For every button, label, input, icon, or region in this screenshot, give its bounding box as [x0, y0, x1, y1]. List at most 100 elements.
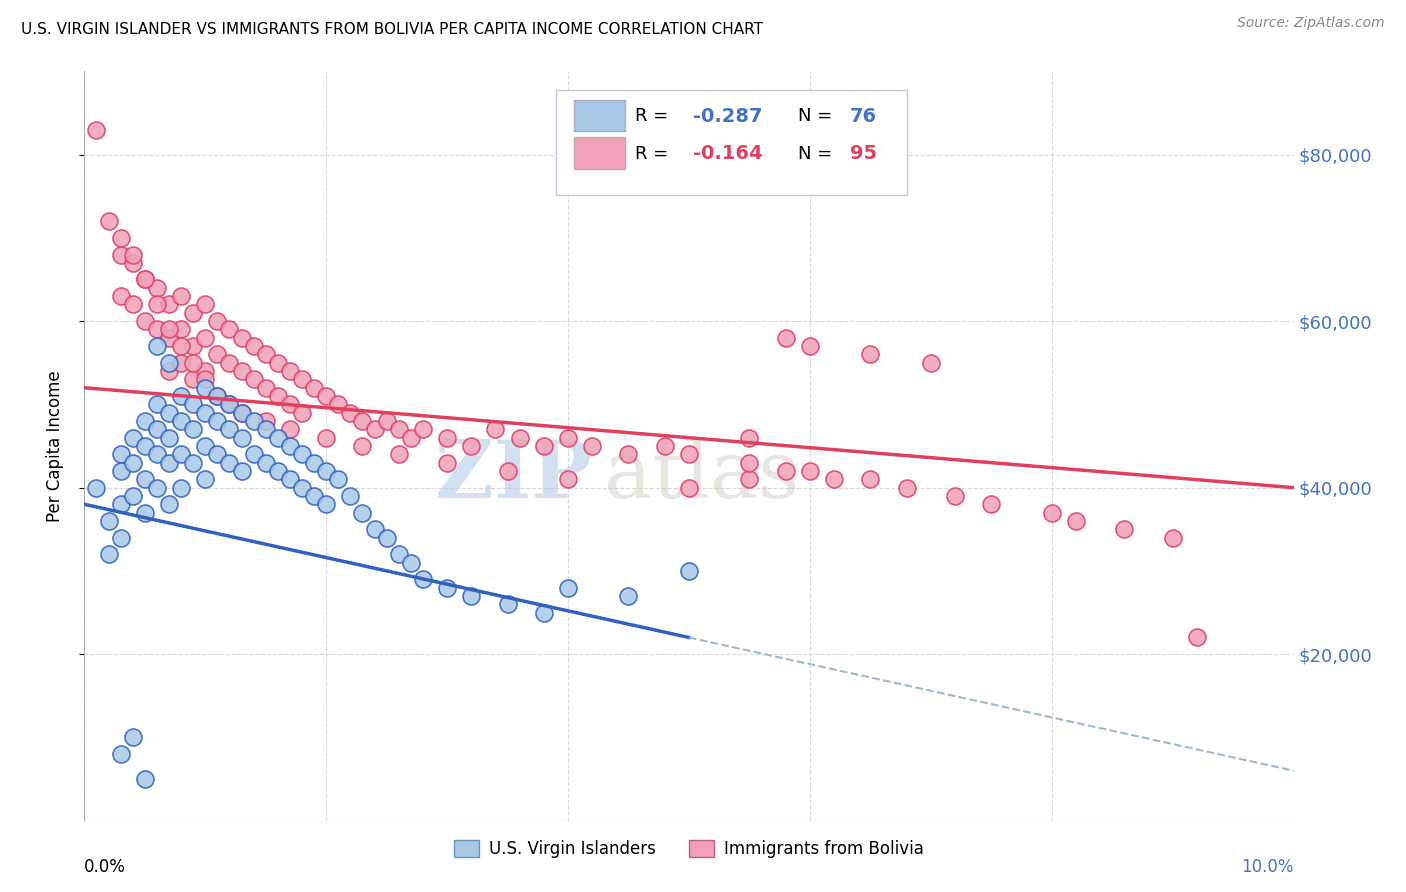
- Point: [533, 439, 555, 453]
- Point: [157, 356, 180, 370]
- Point: [436, 456, 458, 470]
- Point: [254, 456, 277, 470]
- Point: [110, 247, 132, 261]
- Point: [110, 231, 132, 245]
- Point: [146, 322, 169, 336]
- Point: [157, 322, 180, 336]
- Point: [799, 339, 821, 353]
- Point: [146, 397, 169, 411]
- Point: [859, 347, 882, 361]
- Point: [254, 414, 277, 428]
- Point: [134, 439, 156, 453]
- Point: [315, 497, 337, 511]
- Point: [291, 406, 314, 420]
- Point: [218, 322, 240, 336]
- Point: [278, 364, 301, 378]
- Point: [278, 472, 301, 486]
- Point: [617, 589, 640, 603]
- Point: [896, 481, 918, 495]
- Point: [1064, 514, 1087, 528]
- Point: [157, 331, 180, 345]
- Point: [654, 439, 676, 453]
- Point: [278, 439, 301, 453]
- Point: [291, 447, 314, 461]
- Text: Source: ZipAtlas.com: Source: ZipAtlas.com: [1237, 16, 1385, 30]
- Point: [436, 431, 458, 445]
- Point: [157, 364, 180, 378]
- Point: [267, 431, 290, 445]
- Text: -0.164: -0.164: [693, 145, 762, 163]
- Point: [254, 422, 277, 436]
- Point: [738, 431, 761, 445]
- Point: [231, 364, 253, 378]
- Point: [509, 431, 531, 445]
- Point: [170, 447, 193, 461]
- Point: [218, 397, 240, 411]
- Point: [218, 356, 240, 370]
- Point: [799, 464, 821, 478]
- Point: [110, 531, 132, 545]
- Point: [181, 356, 204, 370]
- Point: [146, 447, 169, 461]
- Point: [302, 381, 325, 395]
- Point: [157, 297, 180, 311]
- Point: [170, 481, 193, 495]
- Point: [399, 556, 422, 570]
- Point: [134, 272, 156, 286]
- Point: [352, 439, 374, 453]
- Point: [581, 439, 603, 453]
- Point: [363, 422, 385, 436]
- Point: [775, 331, 797, 345]
- Point: [291, 481, 314, 495]
- Text: ZIP: ZIP: [436, 437, 592, 515]
- Point: [146, 281, 169, 295]
- Point: [278, 397, 301, 411]
- Point: [207, 389, 229, 403]
- Point: [110, 747, 132, 761]
- Point: [170, 289, 193, 303]
- Point: [121, 247, 143, 261]
- Point: [231, 431, 253, 445]
- Point: [399, 431, 422, 445]
- Y-axis label: Per Capita Income: Per Capita Income: [45, 370, 63, 522]
- FancyBboxPatch shape: [574, 100, 624, 131]
- Text: R =: R =: [634, 145, 673, 162]
- Point: [1185, 631, 1208, 645]
- Point: [254, 347, 277, 361]
- Point: [97, 547, 120, 561]
- Point: [1040, 506, 1063, 520]
- Point: [388, 447, 411, 461]
- Point: [617, 447, 640, 461]
- Point: [110, 464, 132, 478]
- Point: [339, 489, 361, 503]
- Point: [242, 447, 264, 461]
- Point: [97, 514, 120, 528]
- Point: [302, 489, 325, 503]
- Point: [86, 481, 108, 495]
- Point: [460, 589, 482, 603]
- Point: [775, 464, 797, 478]
- Text: 95: 95: [849, 145, 877, 163]
- Point: [375, 414, 398, 428]
- Text: 0.0%: 0.0%: [84, 858, 127, 876]
- Point: [315, 464, 337, 478]
- Point: [678, 481, 700, 495]
- Point: [352, 506, 374, 520]
- Point: [738, 472, 761, 486]
- Point: [412, 572, 434, 586]
- Point: [146, 481, 169, 495]
- Point: [134, 506, 156, 520]
- Point: [194, 381, 217, 395]
- Point: [231, 406, 253, 420]
- Point: [157, 497, 180, 511]
- Point: [121, 456, 143, 470]
- Point: [207, 414, 229, 428]
- Point: [980, 497, 1002, 511]
- Point: [134, 414, 156, 428]
- Point: [496, 597, 519, 611]
- Text: N =: N =: [797, 145, 838, 162]
- Point: [1161, 531, 1184, 545]
- Point: [823, 472, 845, 486]
- Legend: U.S. Virgin Islanders, Immigrants from Bolivia: U.S. Virgin Islanders, Immigrants from B…: [447, 833, 931, 864]
- Point: [181, 339, 204, 353]
